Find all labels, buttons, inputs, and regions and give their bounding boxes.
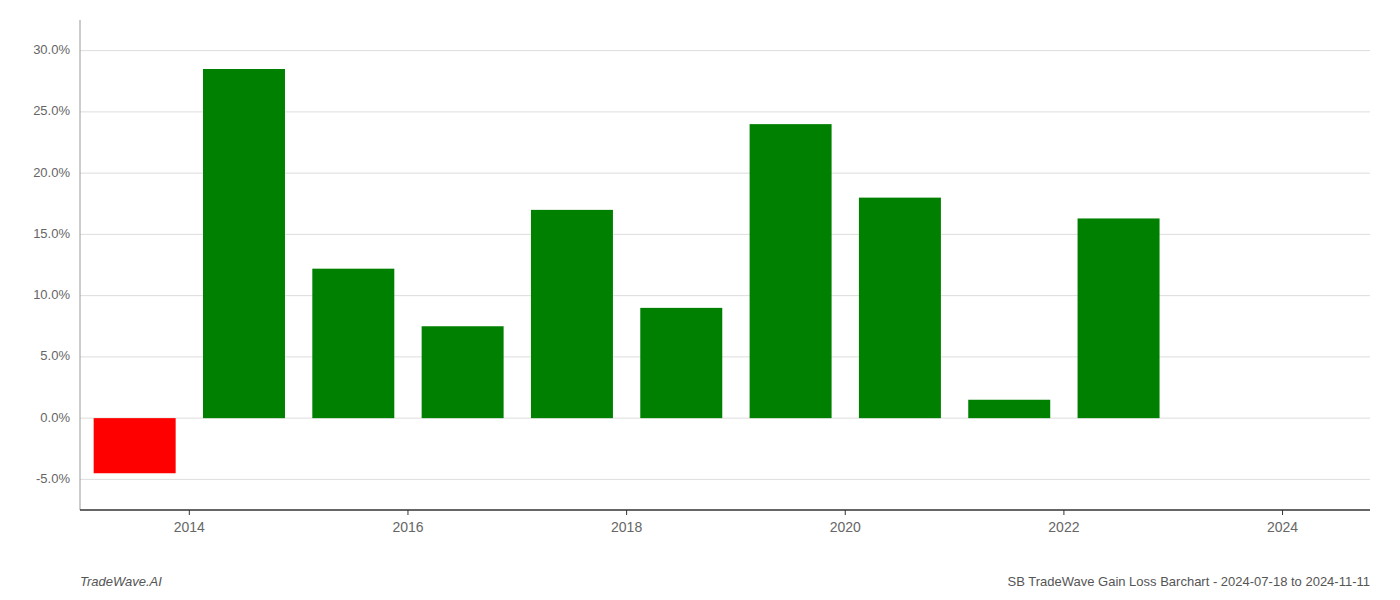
x-tick [407, 510, 408, 515]
bar [640, 308, 722, 418]
y-tick-label: -5.0% [36, 471, 70, 486]
x-tick-label: 2024 [1267, 519, 1298, 535]
bar [750, 124, 832, 418]
x-tick [626, 510, 627, 515]
grid-line [80, 479, 1370, 480]
y-axis-line [80, 20, 81, 510]
grid-line [80, 50, 1370, 51]
bar [422, 326, 504, 418]
x-ticks: 2014 2016 2018 2020 2022 2024 [174, 510, 1299, 535]
y-tick-label: 0.0% [40, 410, 70, 425]
x-axis-line [80, 509, 1370, 511]
bar [1078, 218, 1160, 418]
chart: -5.0% 0.0% 5.0% 10.0% 15.0% 20.0% 25.0% 30.0% 20… [0, 0, 1400, 600]
x-tick-label: 2016 [392, 519, 423, 535]
bar [968, 400, 1050, 418]
bar [531, 210, 613, 418]
x-tick-label: 2020 [830, 519, 861, 535]
x-tick [1063, 510, 1064, 515]
bar [859, 198, 941, 419]
y-tick-label: 15.0% [33, 226, 70, 241]
y-tick-label: 25.0% [33, 103, 70, 118]
y-tick-label: 10.0% [33, 287, 70, 302]
x-tick-label: 2014 [174, 519, 205, 535]
y-grid [80, 51, 1370, 480]
footer-annotation: SB TradeWave Gain Loss Barchart - 2024-0… [1007, 574, 1370, 589]
annotations: TradeWave.AI SB TradeWave Gain Loss Barch… [80, 574, 1370, 589]
y-tick-labels: -5.0% 0.0% 5.0% 10.0% 15.0% 20.0% 25.0% 30.0% [33, 42, 70, 486]
bars [94, 69, 1160, 473]
x-tick-label: 2022 [1048, 519, 1079, 535]
bar [312, 269, 394, 418]
x-tick-label: 2018 [611, 519, 642, 535]
bar [203, 69, 285, 418]
x-tick [1282, 510, 1283, 515]
y-tick-label: 5.0% [40, 348, 70, 363]
y-tick-label: 30.0% [33, 42, 70, 57]
x-tick [189, 510, 190, 515]
x-tick [845, 510, 846, 515]
y-tick-label: 20.0% [33, 165, 70, 180]
bar [94, 418, 176, 473]
footer-annotation: TradeWave.AI [80, 574, 162, 589]
